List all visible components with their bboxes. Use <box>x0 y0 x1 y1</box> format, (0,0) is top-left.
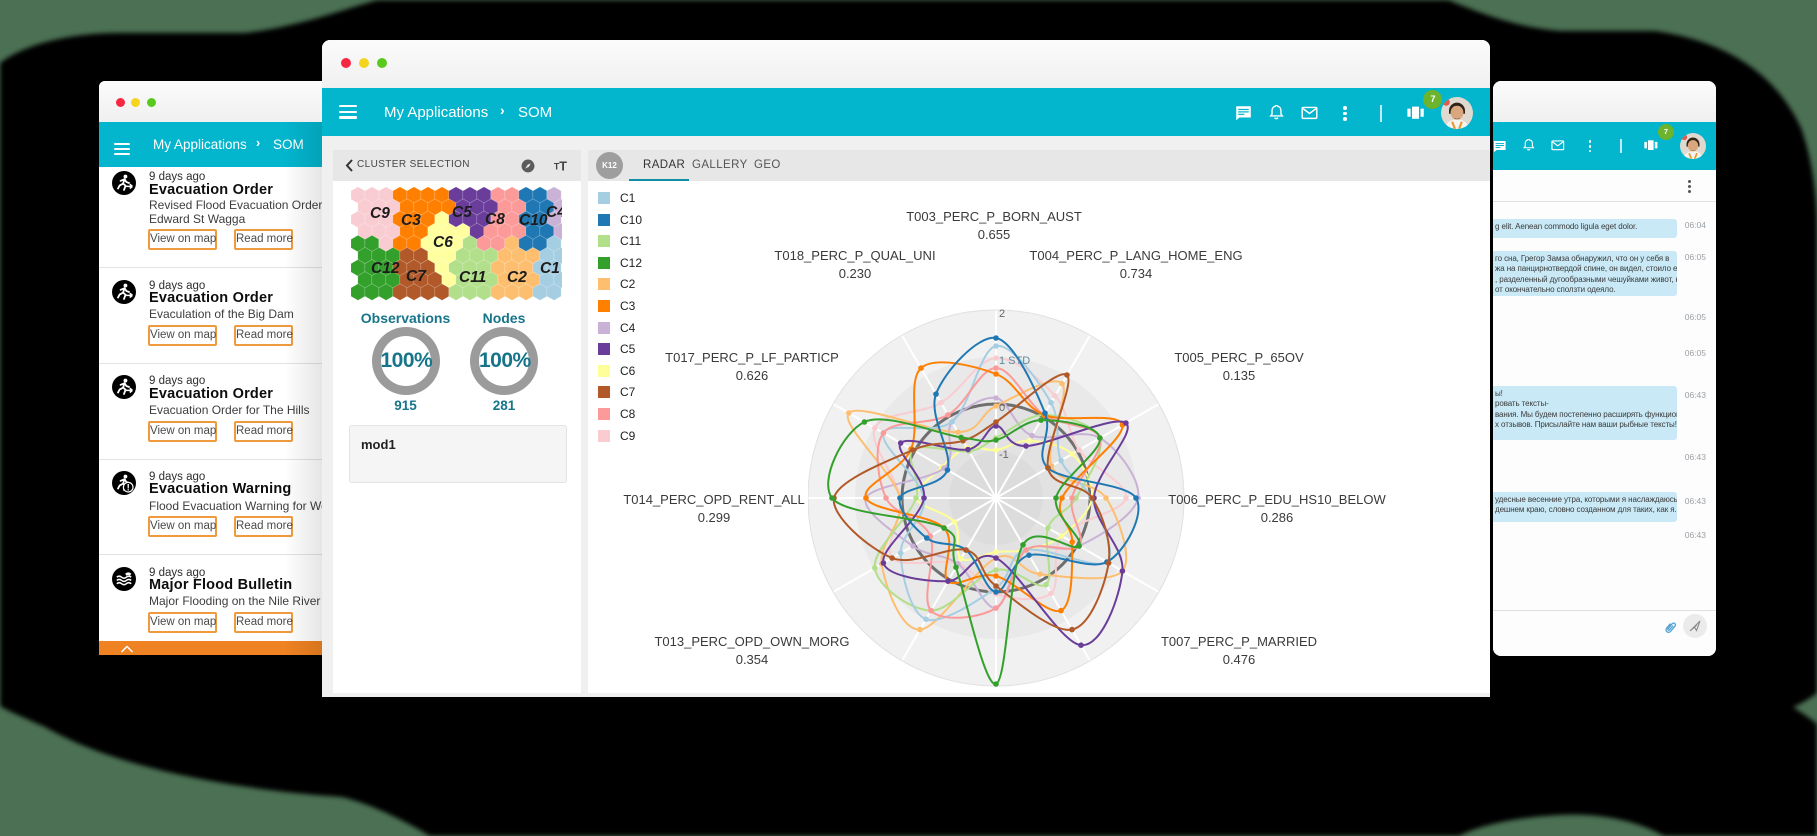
svg-text:!: ! <box>127 483 130 494</box>
svg-text:2: 2 <box>999 308 1005 320</box>
svg-text:C6: C6 <box>433 234 453 251</box>
svg-text:C4: C4 <box>546 204 562 221</box>
svg-text:C10: C10 <box>519 212 548 229</box>
svg-text:C3: C3 <box>401 212 421 229</box>
svg-text:C9: C9 <box>370 205 390 222</box>
svg-text:C11: C11 <box>459 269 486 286</box>
svg-text:C5: C5 <box>452 204 472 221</box>
svg-text:C8: C8 <box>485 211 505 228</box>
svg-text:-1: -1 <box>999 449 1009 461</box>
svg-text:C12: C12 <box>371 260 400 277</box>
svg-text:C2: C2 <box>507 269 527 286</box>
svg-text:C7: C7 <box>406 268 427 285</box>
svg-text:T: T <box>554 162 560 172</box>
svg-text:C1: C1 <box>540 260 560 277</box>
svg-text:T: T <box>559 160 567 174</box>
svg-text:1 STD: 1 STD <box>999 355 1030 367</box>
svg-text:0: 0 <box>999 402 1005 414</box>
